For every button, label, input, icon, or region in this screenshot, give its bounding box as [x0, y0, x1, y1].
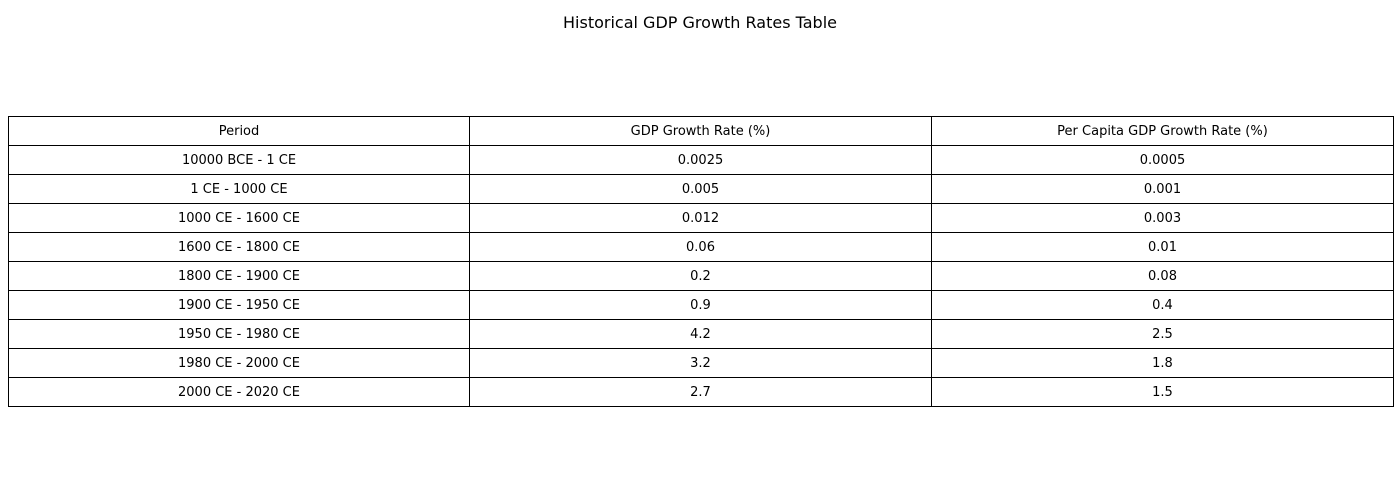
table-row: 1900 CE - 1950 CE 0.9 0.4	[8, 290, 1394, 320]
per-capita-growth-cell: 0.003	[931, 203, 1394, 233]
period-cell: 1800 CE - 1900 CE	[8, 261, 470, 291]
table-row: 2000 CE - 2020 CE 2.7 1.5	[8, 377, 1394, 407]
chart-title: Historical GDP Growth Rates Table	[563, 13, 837, 32]
period-cell: 2000 CE - 2020 CE	[8, 377, 470, 407]
table-row: 10000 BCE - 1 CE 0.0025 0.0005	[8, 145, 1394, 175]
header-row: Period GDP Growth Rate (%) Per Capita GD…	[8, 116, 1394, 146]
period-cell: 1980 CE - 2000 CE	[8, 348, 470, 378]
per-capita-growth-cell: 2.5	[931, 319, 1394, 349]
period-cell: 1000 CE - 1600 CE	[8, 203, 470, 233]
table-row: 1980 CE - 2000 CE 3.2 1.8	[8, 348, 1394, 378]
gdp-growth-cell: 0.0025	[469, 145, 932, 175]
table-header: Period GDP Growth Rate (%) Per Capita GD…	[8, 116, 1394, 146]
per-capita-growth-cell: 0.4	[931, 290, 1394, 320]
per-capita-growth-cell: 0.0005	[931, 145, 1394, 175]
header-per-capita-gdp-growth-rate: Per Capita GDP Growth Rate (%)	[931, 116, 1394, 146]
table-row: 1000 CE - 1600 CE 0.012 0.003	[8, 203, 1394, 233]
header-period: Period	[8, 116, 470, 146]
per-capita-growth-cell: 1.5	[931, 377, 1394, 407]
per-capita-growth-cell: 0.08	[931, 261, 1394, 291]
gdp-growth-cell: 0.06	[469, 232, 932, 262]
gdp-growth-cell: 0.2	[469, 261, 932, 291]
period-cell: 1900 CE - 1950 CE	[8, 290, 470, 320]
period-cell: 1950 CE - 1980 CE	[8, 319, 470, 349]
table-row: 1 CE - 1000 CE 0.005 0.001	[8, 174, 1394, 204]
gdp-growth-cell: 4.2	[469, 319, 932, 349]
table-body: 10000 BCE - 1 CE 0.0025 0.0005 1 CE - 10…	[8, 145, 1394, 407]
table-row: 1800 CE - 1900 CE 0.2 0.08	[8, 261, 1394, 291]
gdp-growth-cell: 2.7	[469, 377, 932, 407]
header-gdp-growth-rate: GDP Growth Rate (%)	[469, 116, 932, 146]
table-row: 1950 CE - 1980 CE 4.2 2.5	[8, 319, 1394, 349]
per-capita-growth-cell: 0.01	[931, 232, 1394, 262]
per-capita-growth-cell: 1.8	[931, 348, 1394, 378]
gdp-growth-table: Period GDP Growth Rate (%) Per Capita GD…	[8, 116, 1394, 407]
gdp-growth-cell: 0.005	[469, 174, 932, 204]
gdp-growth-cell: 0.012	[469, 203, 932, 233]
period-cell: 1 CE - 1000 CE	[8, 174, 470, 204]
per-capita-growth-cell: 0.001	[931, 174, 1394, 204]
period-cell: 10000 BCE - 1 CE	[8, 145, 470, 175]
table-row: 1600 CE - 1800 CE 0.06 0.01	[8, 232, 1394, 262]
period-cell: 1600 CE - 1800 CE	[8, 232, 470, 262]
gdp-growth-cell: 3.2	[469, 348, 932, 378]
gdp-growth-cell: 0.9	[469, 290, 932, 320]
